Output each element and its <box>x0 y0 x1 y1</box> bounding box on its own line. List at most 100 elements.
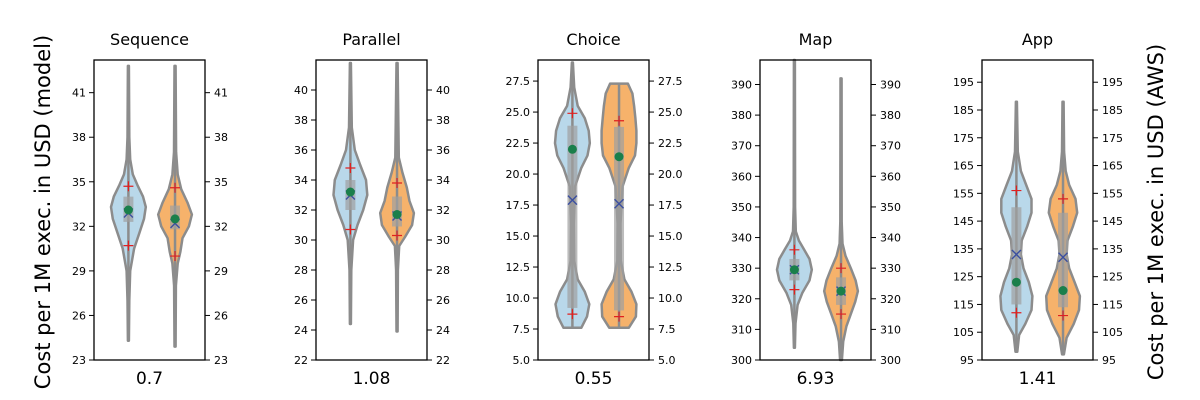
right-y-tick-label: 145 <box>1102 215 1123 228</box>
median-marker <box>345 187 355 197</box>
y-tick-label: 36 <box>294 144 308 157</box>
panel-title: App <box>1022 30 1053 49</box>
right-y-tick-label: 115 <box>1102 298 1123 311</box>
right-y-tick-label: 185 <box>1102 104 1123 117</box>
right-y-tick-label: 40 <box>436 84 450 97</box>
panel-xlabel: 0.55 <box>575 369 613 389</box>
median-marker <box>170 214 180 224</box>
y-tick-label: 29 <box>72 265 86 278</box>
right-y-tick-label: 17.5 <box>658 199 683 212</box>
y-tick-label: 310 <box>731 323 752 336</box>
y-tick-label: 34 <box>294 174 308 187</box>
right-y-tick-label: 32 <box>436 204 450 217</box>
right-y-tick-label: 135 <box>1102 243 1123 256</box>
percentile-marker <box>789 244 800 255</box>
median-marker <box>567 144 577 154</box>
y-tick-label: 390 <box>731 78 752 91</box>
right-y-tick-label: 12.5 <box>658 261 683 274</box>
panel-title: Parallel <box>342 30 400 49</box>
panel-map: 300 310 320 330 340 350 360 370 380 390 300 310 320 3… <box>731 30 901 389</box>
right-y-tick-label: 360 <box>880 170 901 183</box>
percentile-marker <box>1011 185 1022 196</box>
percentile-marker <box>392 178 403 188</box>
right-y-tick-label: 330 <box>880 262 901 275</box>
y-tick-label: 165 <box>953 160 974 173</box>
y-tick-label: 26 <box>72 309 86 322</box>
right-y-tick-label: 105 <box>1102 326 1123 339</box>
y-tick-label: 360 <box>731 170 752 183</box>
plot-frame <box>759 59 872 361</box>
mean-marker <box>567 195 578 206</box>
right-y-tick-label: 165 <box>1102 160 1123 173</box>
right-y-tick-label: 34 <box>436 174 450 187</box>
right-y-tick-label: 20.0 <box>658 168 683 181</box>
right-y-tick-label: 320 <box>880 293 901 306</box>
right-y-tick-label: 175 <box>1102 132 1123 145</box>
y-tick-label: 185 <box>953 104 974 117</box>
y-tick-label: 350 <box>731 201 752 214</box>
panel-title: Choice <box>566 30 620 49</box>
iqr-box <box>1058 212 1069 308</box>
right-y-tick-label: 26 <box>436 294 450 307</box>
right-y-tick-label: 195 <box>1102 76 1123 89</box>
right-y-tick-label: 36 <box>436 144 450 157</box>
right-y-tick-label: 41 <box>214 87 228 100</box>
panel-xlabel: 1.08 <box>353 369 391 389</box>
y-tick-label: 32 <box>72 220 86 233</box>
right-y-tick-label: 5.0 <box>658 354 676 367</box>
right-y-tick-label: 95 <box>1102 354 1116 367</box>
plot-frame <box>93 59 206 361</box>
right-y-tick-label: 340 <box>880 232 901 245</box>
left-y-axis-label: Cost per 1M exec. in USD (model) <box>31 35 55 389</box>
percentile-marker <box>614 311 625 322</box>
y-tick-label: 145 <box>953 215 974 228</box>
median-marker <box>614 152 624 162</box>
percentile-marker <box>836 309 847 320</box>
y-tick-label: 40 <box>294 84 308 97</box>
percentile-marker <box>1058 193 1069 204</box>
right-y-tick-label: 300 <box>880 354 901 367</box>
median-marker <box>789 265 799 275</box>
y-tick-label: 35 <box>72 176 86 189</box>
panel-parallel: 22 24 26 28 30 32 34 36 38 40 22 24 26 28 30 32 34 36 38 40… <box>294 30 450 389</box>
right-y-tick-label: 370 <box>880 140 901 153</box>
right-y-tick-label: 25.0 <box>658 106 683 119</box>
percentile-marker <box>1058 310 1069 321</box>
y-tick-label: 27.5 <box>506 75 531 88</box>
percentile-marker <box>567 309 578 320</box>
percentile-marker <box>123 240 134 251</box>
percentile-marker <box>836 263 847 274</box>
y-tick-label: 30 <box>294 234 308 247</box>
iqr-box <box>567 125 578 308</box>
y-tick-label: 38 <box>294 114 308 127</box>
right-y-tick-label: 32 <box>214 220 228 233</box>
y-tick-label: 125 <box>953 271 974 284</box>
right-y-tick-label: 24 <box>436 324 450 337</box>
mean-marker <box>1011 249 1022 260</box>
right-y-tick-label: 22.5 <box>658 137 683 150</box>
y-tick-label: 7.5 <box>513 323 531 336</box>
y-tick-label: 28 <box>294 264 308 277</box>
y-tick-label: 300 <box>731 354 752 367</box>
y-tick-label: 320 <box>731 293 752 306</box>
right-y-tick-label: 38 <box>214 131 228 144</box>
percentile-marker <box>170 182 181 193</box>
y-tick-label: 41 <box>72 87 86 100</box>
percentile-marker <box>392 230 403 241</box>
right-y-tick-label: 350 <box>880 201 901 214</box>
percentile-marker <box>123 181 134 192</box>
y-tick-label: 22.5 <box>506 137 531 150</box>
right-y-tick-label: 7.5 <box>658 323 676 336</box>
y-tick-label: 135 <box>953 243 974 256</box>
panel-xlabel: 6.93 <box>797 369 835 389</box>
percentile-marker <box>345 224 356 235</box>
right-y-tick-label: 27.5 <box>658 75 683 88</box>
y-tick-label: 22 <box>294 354 308 367</box>
panel-sequence: 23 26 29 32 35 38 41 23 26 29 32 35 38 41 Sequence 0.7 <box>72 30 228 389</box>
panel-xlabel: 0.7 <box>136 369 163 389</box>
y-tick-label: 32 <box>294 204 308 217</box>
y-tick-label: 340 <box>731 232 752 245</box>
y-tick-label: 15.0 <box>506 230 531 243</box>
y-tick-label: 23 <box>72 354 86 367</box>
y-tick-label: 38 <box>72 131 86 144</box>
